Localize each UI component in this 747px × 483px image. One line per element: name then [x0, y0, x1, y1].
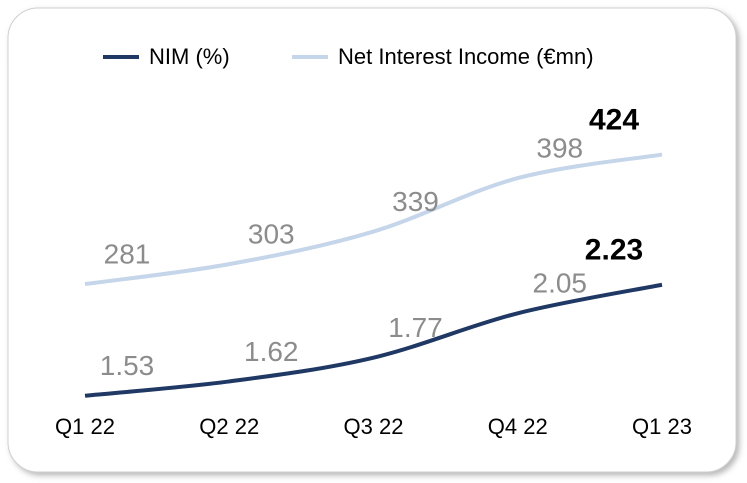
x-tick-label: Q1 23 — [632, 414, 692, 439]
series-line — [84, 282, 663, 398]
x-tick-label: Q1 22 — [55, 414, 115, 439]
data-label: 1.62 — [244, 336, 299, 367]
data-label: 398 — [536, 132, 583, 163]
data-label: 2.23 — [585, 234, 643, 267]
x-tick-label: Q2 22 — [199, 414, 259, 439]
x-tick-label: Q4 22 — [488, 414, 548, 439]
legend-label: Net Interest Income (€mn) — [338, 44, 594, 69]
card — [7, 7, 737, 473]
legend-label: NIM (%) — [149, 44, 230, 69]
data-label: 424 — [589, 103, 639, 136]
data-label: 1.77 — [388, 312, 443, 343]
data-label: 339 — [392, 186, 439, 217]
data-label: 2.05 — [533, 268, 588, 299]
x-tick-label: Q3 22 — [344, 414, 404, 439]
data-label: 281 — [104, 238, 151, 269]
data-label: 1.53 — [100, 350, 155, 381]
data-label: 303 — [248, 219, 295, 250]
series-line — [84, 152, 663, 287]
